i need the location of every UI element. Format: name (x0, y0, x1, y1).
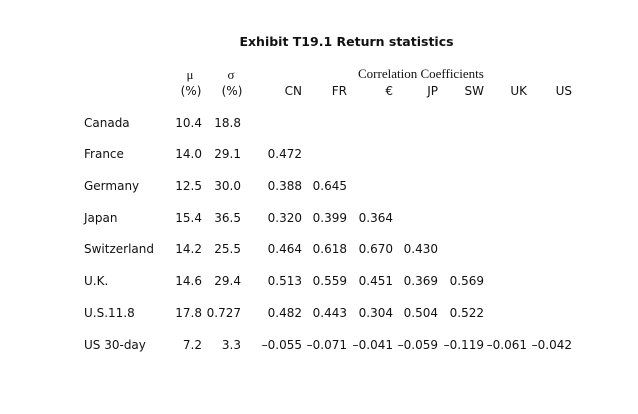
correlation-cell: 0.304 (358, 306, 393, 320)
row-label: Switzerland (84, 242, 154, 256)
std-dev-cell: 36.5 (214, 211, 241, 225)
correlation-cell: 0.559 (312, 274, 347, 288)
correlation-cell: 0.364 (358, 211, 393, 225)
correlation-cell: 0.451 (358, 274, 393, 288)
correlation-cell: 0.369 (403, 274, 438, 288)
correlation-cell: 0.522 (449, 306, 484, 320)
std-dev-cell: 18.8 (214, 116, 241, 130)
correlation-cell: 0.443 (312, 306, 347, 320)
correlation-cell: 0.399 (312, 211, 347, 225)
std-dev-cell: 29.1 (214, 147, 241, 161)
correlation-cell: 0.430 (403, 242, 438, 256)
corr-column-header: US (555, 84, 572, 98)
correlation-title: Correlation Coefficients (358, 66, 484, 81)
exhibit-title: Exhibit T19.1 Return statistics (239, 34, 454, 49)
row-label: Japan (84, 211, 118, 225)
correlation-cell: –0.119 (443, 338, 484, 352)
mu-header: μ (186, 67, 194, 82)
mu-unit: (%) (180, 84, 202, 98)
std-dev-cell: 25.5 (214, 242, 241, 256)
correlation-cell: 0.618 (312, 242, 347, 256)
corr-column-header: JP (427, 84, 438, 98)
corr-column-header: FR (331, 84, 347, 98)
correlation-cell: 0.513 (267, 274, 302, 288)
correlation-cell: –0.071 (306, 338, 347, 352)
row-label: US 30-day (84, 338, 146, 352)
row-label: U.S.11.8 (84, 306, 135, 320)
correlation-cell: 0.569 (449, 274, 484, 288)
sigma-unit: (%) (221, 84, 243, 98)
row-label: U.K. (84, 274, 109, 288)
corr-column-header: CN (284, 84, 302, 98)
std-dev-cell: 30.0 (214, 179, 241, 193)
correlation-cell: –0.059 (397, 338, 438, 352)
correlation-cell: 0.482 (267, 306, 302, 320)
correlation-cell: –0.041 (352, 338, 393, 352)
correlation-cell: 0.388 (267, 179, 302, 193)
mean-return-cell: 7.2 (182, 338, 202, 352)
correlation-cell: 0.472 (267, 147, 302, 161)
correlation-cell: 0.670 (358, 242, 393, 256)
corr-column-header: € (385, 84, 393, 98)
std-dev-cell: 0.727 (206, 306, 241, 320)
row-label: Canada (84, 116, 130, 130)
std-dev-cell: 3.3 (221, 338, 241, 352)
correlation-cell: 0.645 (312, 179, 347, 193)
corr-column-header: SW (464, 84, 484, 98)
mean-return-cell: 14.2 (175, 242, 202, 256)
correlation-cell: –0.061 (486, 338, 527, 352)
sigma-header: σ (227, 67, 235, 82)
mean-return-cell: 15.4 (175, 211, 202, 225)
correlation-cell: 0.464 (267, 242, 302, 256)
row-label: France (84, 147, 124, 161)
correlation-cell: 0.320 (267, 211, 302, 225)
correlation-cell: –0.042 (531, 338, 572, 352)
std-dev-cell: 29.4 (214, 274, 241, 288)
corr-column-header: UK (510, 84, 527, 98)
mean-return-cell: 14.0 (175, 147, 202, 161)
mean-return-cell: 12.5 (175, 179, 202, 193)
mean-return-cell: 14.6 (175, 274, 202, 288)
mean-return-cell: 17.8 (175, 306, 202, 320)
correlation-cell: –0.055 (261, 338, 302, 352)
correlation-cell: 0.504 (403, 306, 438, 320)
row-label: Germany (84, 179, 140, 193)
mean-return-cell: 10.4 (175, 116, 202, 130)
